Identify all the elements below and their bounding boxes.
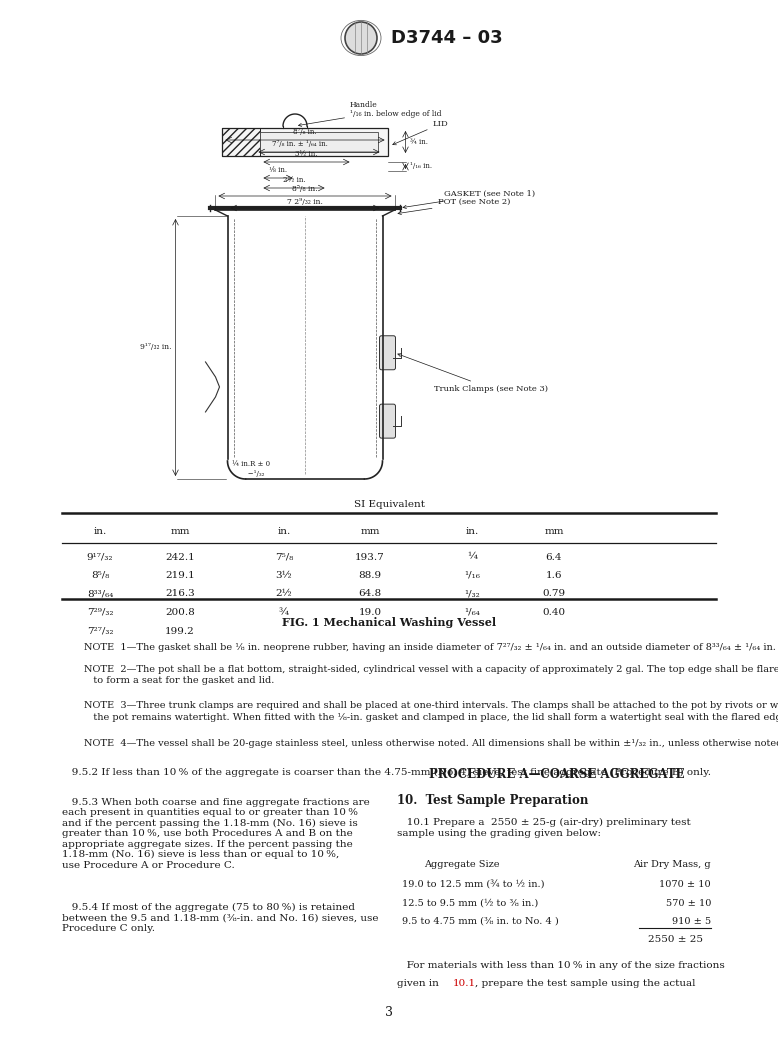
Text: ¹/₃₂: ¹/₃₂ <box>464 589 480 599</box>
Text: 0.79: 0.79 <box>542 589 566 599</box>
Text: 1.6: 1.6 <box>545 572 562 580</box>
Text: 8⁵/₈ in.: 8⁵/₈ in. <box>293 185 317 193</box>
Ellipse shape <box>345 22 377 54</box>
Text: ¼ in.R ± 0
       −¹/₃₂: ¼ in.R ± 0 −¹/₃₂ <box>233 460 271 478</box>
Text: 88.9: 88.9 <box>359 572 381 580</box>
Text: Trunk Clamps (see Note 3): Trunk Clamps (see Note 3) <box>398 354 548 392</box>
Text: in.: in. <box>278 527 291 535</box>
Text: , prepare the test sample using the actual: , prepare the test sample using the actu… <box>475 980 696 989</box>
Text: FIG. 1 Mechanical Washing Vessel: FIG. 1 Mechanical Washing Vessel <box>282 617 496 628</box>
Text: 2½ in.: 2½ in. <box>282 176 305 184</box>
Text: ⅛ in.: ⅛ in. <box>269 166 287 174</box>
Bar <box>261 132 377 152</box>
Text: NOTE  2—The pot shall be a flat bottom, straight-sided, cylindrical vessel with : NOTE 2—The pot shall be a flat bottom, s… <box>84 664 778 685</box>
Text: 219.1: 219.1 <box>165 572 194 580</box>
Text: 9.5.3 When both coarse and fine aggregate fractions are
each present in quantiti: 9.5.3 When both coarse and fine aggregat… <box>62 798 370 869</box>
Text: 7⁷/₈ in. ± ¹/₆₄ in.: 7⁷/₈ in. ± ¹/₆₄ in. <box>272 139 328 148</box>
Text: in.: in. <box>93 527 107 535</box>
Text: given in: given in <box>397 980 442 989</box>
Text: 9¹⁷/₃₂ in.: 9¹⁷/₃₂ in. <box>140 344 171 352</box>
Text: 3½: 3½ <box>275 572 293 580</box>
Text: NOTE  4—The vessel shall be 20-gage stainless steel, unless otherwise noted. All: NOTE 4—The vessel shall be 20-gage stain… <box>84 738 778 747</box>
Text: 6.4: 6.4 <box>545 553 562 561</box>
Text: LID: LID <box>393 120 448 145</box>
Text: 216.3: 216.3 <box>165 589 194 599</box>
Text: 10.1 Prepare a  2550 ± 25-g (air-dry) preliminary test
sample using the grading : 10.1 Prepare a 2550 ± 25-g (air-dry) pre… <box>397 818 691 838</box>
Text: ¹/₁₆ in.: ¹/₁₆ in. <box>409 162 432 170</box>
Text: ¾ in.: ¾ in. <box>409 138 427 146</box>
Text: POT (see Note 2): POT (see Note 2) <box>398 198 510 214</box>
Text: 3½ in.: 3½ in. <box>295 150 317 158</box>
Text: mm: mm <box>545 527 564 535</box>
FancyBboxPatch shape <box>380 404 395 438</box>
Text: 1070 ± 10: 1070 ± 10 <box>660 880 711 889</box>
Text: 193.7: 193.7 <box>355 553 385 561</box>
Text: 9.5.2 If less than 10 % of the aggregate is coarser than the 4.75-mm (No. 4) sie: 9.5.2 If less than 10 % of the aggregate… <box>62 768 711 778</box>
Text: SI Equivalent: SI Equivalent <box>353 500 425 509</box>
Text: 0.40: 0.40 <box>542 608 566 617</box>
Bar <box>223 128 261 156</box>
Text: ¹/₁₆: ¹/₁₆ <box>464 572 480 580</box>
Text: 242.1: 242.1 <box>165 553 194 561</box>
Text: 9.5.4 If most of the aggregate (75 to 80 %) is retained
between the 9.5 and 1.18: 9.5.4 If most of the aggregate (75 to 80… <box>62 903 379 933</box>
Text: 2550 ± 25: 2550 ± 25 <box>647 936 703 944</box>
Text: 10.  Test Sample Preparation: 10. Test Sample Preparation <box>397 794 588 807</box>
Text: For materials with less than 10 % in any of the size fractions: For materials with less than 10 % in any… <box>397 961 725 969</box>
Text: 19.0: 19.0 <box>359 608 381 617</box>
Text: mm: mm <box>360 527 380 535</box>
Text: 200.8: 200.8 <box>165 608 194 617</box>
Text: mm: mm <box>170 527 190 535</box>
Text: ¼: ¼ <box>467 553 477 561</box>
Text: NOTE  3—Three trunk clamps are required and shall be placed at one-third interva: NOTE 3—Three trunk clamps are required a… <box>84 702 778 722</box>
Text: 7 2⁹/₃₂ in.: 7 2⁹/₃₂ in. <box>287 198 323 206</box>
Text: Handle
¹/₁₆ in. below edge of lid: Handle ¹/₁₆ in. below edge of lid <box>299 101 441 126</box>
Text: 3: 3 <box>385 1006 393 1019</box>
Text: 8⁵/₈: 8⁵/₈ <box>91 572 109 580</box>
Text: 7²⁹/₃₂: 7²⁹/₃₂ <box>87 608 114 617</box>
Text: 9.5 to 4.75 mm (⅜ in. to No. 4 ): 9.5 to 4.75 mm (⅜ in. to No. 4 ) <box>402 917 559 926</box>
Text: PROCEDURE A—COARSE AGGREGATE: PROCEDURE A—COARSE AGGREGATE <box>429 768 685 781</box>
Text: NOTE  1—The gasket shall be ⅛ in. neoprene rubber, having an inside diameter of : NOTE 1—The gasket shall be ⅛ in. neopren… <box>84 643 776 652</box>
Text: in.: in. <box>465 527 478 535</box>
Text: 64.8: 64.8 <box>359 589 381 599</box>
Text: D3744 – 03: D3744 – 03 <box>391 29 503 47</box>
Text: Air Dry Mass, g: Air Dry Mass, g <box>633 860 711 869</box>
Text: ¾: ¾ <box>279 608 289 617</box>
Text: 19.0 to 12.5 mm (¾ to ½ in.): 19.0 to 12.5 mm (¾ to ½ in.) <box>402 880 545 889</box>
Bar <box>223 128 387 156</box>
Text: 199.2: 199.2 <box>165 627 194 635</box>
Text: GASKET (see Note 1): GASKET (see Note 1) <box>403 191 535 208</box>
FancyBboxPatch shape <box>380 336 395 370</box>
Text: Aggregate Size: Aggregate Size <box>424 860 499 869</box>
Text: 7²⁷/₃₂: 7²⁷/₃₂ <box>87 627 114 635</box>
Text: 12.5 to 9.5 mm (½ to ⅜ in.): 12.5 to 9.5 mm (½ to ⅜ in.) <box>402 898 538 908</box>
Text: 10.1: 10.1 <box>453 980 476 989</box>
Text: 570 ± 10: 570 ± 10 <box>666 898 711 908</box>
Text: 9¹⁷/₃₂: 9¹⁷/₃₂ <box>87 553 114 561</box>
Text: 8⁷/₈ in.: 8⁷/₈ in. <box>293 128 317 136</box>
Text: 2½: 2½ <box>275 589 293 599</box>
Text: ¹/₆₄: ¹/₆₄ <box>464 608 480 617</box>
Text: 910 ± 5: 910 ± 5 <box>672 917 711 926</box>
Text: 8³³/₆₄: 8³³/₆₄ <box>87 589 113 599</box>
Text: 7⁵/₈: 7⁵/₈ <box>275 553 293 561</box>
